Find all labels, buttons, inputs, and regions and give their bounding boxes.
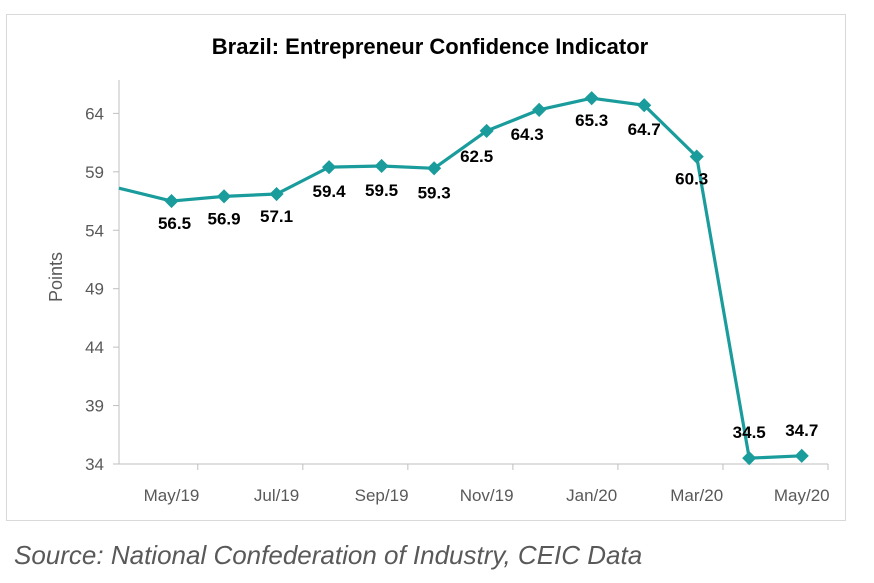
y-tick-label: 49 <box>85 280 104 299</box>
data-label: 57.1 <box>260 207 293 226</box>
data-point <box>269 186 284 202</box>
data-label: 62.5 <box>460 147 493 166</box>
x-tick-label: May/19 <box>144 486 200 505</box>
data-label: 60.3 <box>675 170 708 189</box>
chart-title: Brazil: Entrepreneur Confidence Indicato… <box>211 34 649 59</box>
data-point <box>742 451 757 466</box>
y-tick-label: 34 <box>85 455 104 474</box>
data-point <box>216 189 232 204</box>
data-label: 64.3 <box>511 125 544 144</box>
y-tick-label: 64 <box>85 104 104 123</box>
y-tick-label: 59 <box>85 163 104 182</box>
data-label: 64.7 <box>628 120 661 139</box>
data-point <box>374 158 389 174</box>
y-tick-label: 44 <box>85 338 104 357</box>
x-tick-label: Jul/19 <box>254 486 299 505</box>
data-point <box>479 123 494 138</box>
series-line <box>118 96 802 460</box>
y-tick-label: 54 <box>85 221 104 240</box>
data-label: 56.9 <box>207 209 240 228</box>
source-note: Source: National Confederation of Indust… <box>14 540 643 570</box>
data-point <box>427 161 442 176</box>
data-label: 59.4 <box>313 182 347 201</box>
data-point <box>532 102 547 117</box>
chart-frame <box>6 14 846 521</box>
data-label: 65.3 <box>575 111 608 130</box>
data-point <box>164 193 179 209</box>
x-tick-label: Mar/20 <box>670 486 723 505</box>
x-tick-label: Sep/19 <box>355 486 409 505</box>
data-point <box>322 160 337 175</box>
y-axis-title: Points <box>46 252 66 302</box>
data-label: 59.5 <box>365 181 398 200</box>
data-point <box>794 448 809 463</box>
data-label: 56.5 <box>158 214 191 233</box>
data-label: 34.5 <box>733 423 766 442</box>
x-tick-label: May/20 <box>774 486 830 505</box>
x-tick-label: Jan/20 <box>566 486 617 505</box>
x-tick-label: Nov/19 <box>460 486 514 505</box>
data-label: 34.7 <box>785 421 818 440</box>
data-point <box>637 98 652 113</box>
y-tick-label: 39 <box>85 397 104 416</box>
data-point <box>689 149 704 164</box>
data-label: 59.3 <box>418 183 451 202</box>
data-point <box>584 91 599 106</box>
